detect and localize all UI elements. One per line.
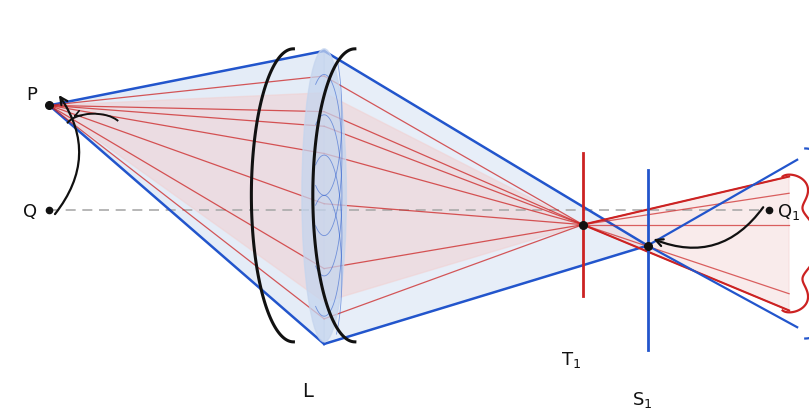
Ellipse shape <box>302 49 347 342</box>
Polygon shape <box>49 93 583 302</box>
Polygon shape <box>324 51 647 344</box>
Text: T$_1$: T$_1$ <box>561 350 581 370</box>
Text: Q: Q <box>23 203 37 221</box>
Polygon shape <box>49 51 324 344</box>
Polygon shape <box>583 176 789 310</box>
Text: P: P <box>26 86 37 104</box>
Text: L: L <box>302 382 313 401</box>
Text: S$_1$: S$_1$ <box>632 390 652 410</box>
Text: Q$_1$: Q$_1$ <box>777 202 800 222</box>
FancyArrowPatch shape <box>656 207 763 248</box>
FancyArrowPatch shape <box>55 97 79 214</box>
